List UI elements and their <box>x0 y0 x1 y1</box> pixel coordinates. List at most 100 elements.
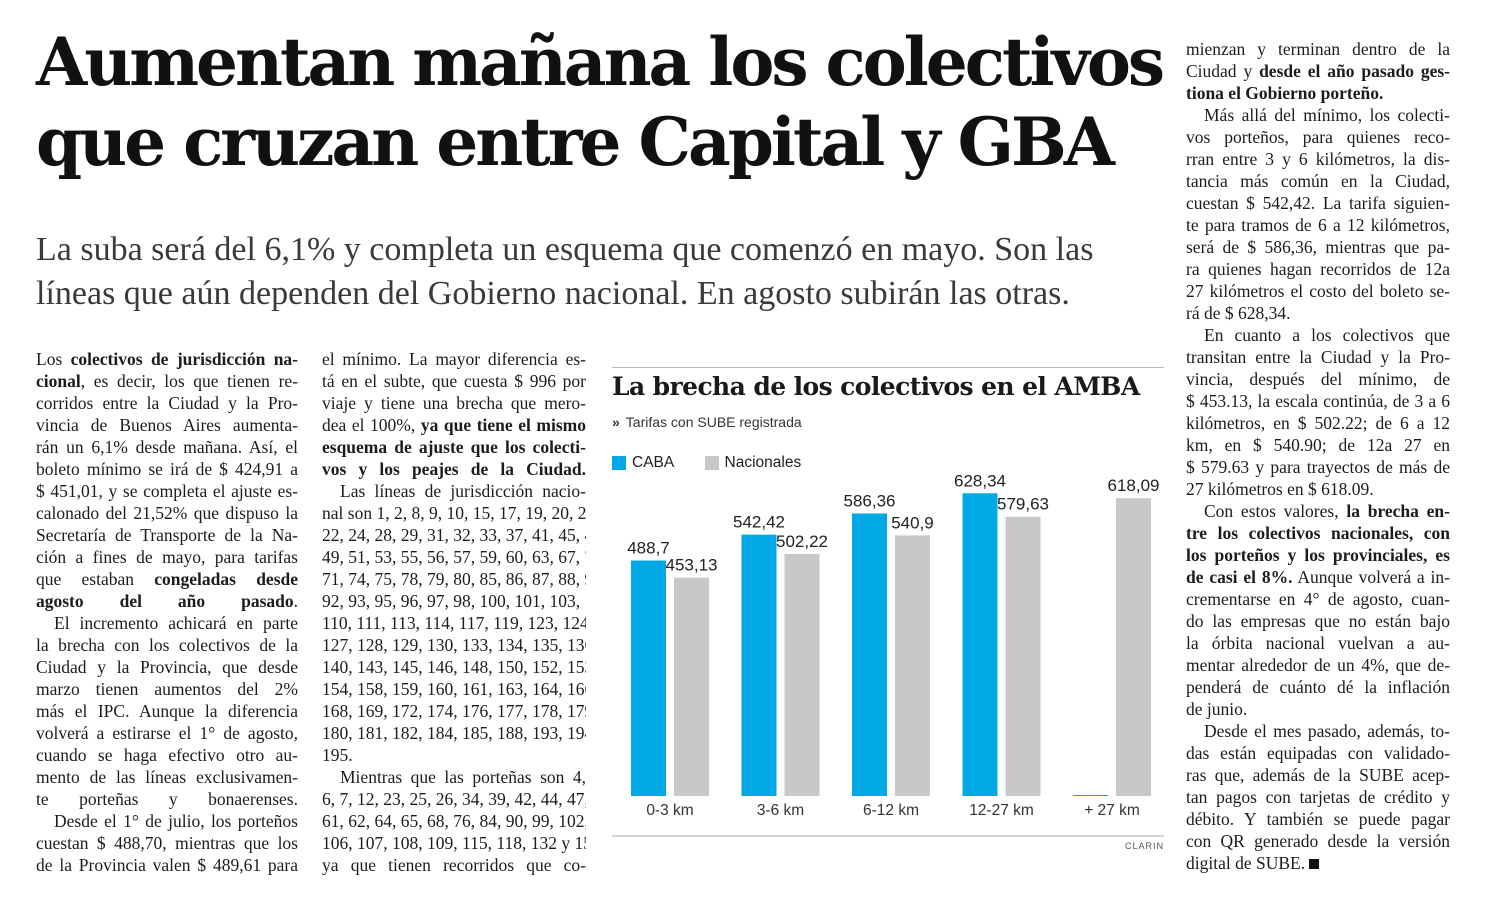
text-line: 61, 62, 64, 65, 68, 76, 84, 90, 99, 102, <box>322 810 586 832</box>
chevron-right-icon: » <box>612 414 620 430</box>
text-line: 22, 24, 28, 29, 31, 32, 33, 37, 41, 45, … <box>322 524 586 546</box>
text-line: te porteñas y bonaerenses. <box>36 788 298 810</box>
text-run: km, en $ 540.90; de 12a 27 en <box>1186 435 1450 455</box>
text-line: rán un 6,1% desde mañana. Así, el <box>36 436 298 458</box>
text-line: con QR generado desde la versión <box>1186 830 1450 852</box>
chart-legend: CABA Nacionales <box>612 454 827 475</box>
text-line: kilómetros, en $ 502.22; de 6 a 12 <box>1186 412 1450 434</box>
x-tick-label: 12-27 km <box>969 802 1034 819</box>
legend-label-nacionales: Nacionales <box>724 454 802 471</box>
text-run: Más allá del mínimo, los colecti- <box>1204 105 1450 125</box>
text-line: marzo tienen aumentos del 2% <box>36 678 298 700</box>
text-line: do las empresas que no están bajo <box>1186 610 1450 632</box>
text-run: 71, 74, 75, 78, 79, 80, 85, 86, 87, 88, … <box>322 569 586 589</box>
text-line: débito. Y también se puede pagar <box>1186 808 1450 830</box>
text-line: ción a fines de mayo, para tarifas <box>36 546 298 568</box>
legend-item-nacionales: Nacionales <box>704 454 802 472</box>
text-line: das están equipadas con validado- <box>1186 742 1450 764</box>
text-run: tancia más común en la Ciudad, <box>1186 171 1450 191</box>
text-line: vincia, después del mínimo, de <box>1186 368 1450 390</box>
text-run: 140, 143, 145, 146, 148, 150, 152, 153, <box>322 657 586 677</box>
text-line: de junio. <box>1186 698 1450 720</box>
bar-caba-2 <box>852 513 887 796</box>
text-run: 168, 169, 172, 174, 176, 177, 178, 179, <box>322 701 586 721</box>
article-column-3: mienzan y terminan dentro de la Ciudad y … <box>1186 38 1450 874</box>
text-line: ra quienes hagan recorridos de 12a <box>1186 258 1450 280</box>
x-tick-label: 0-3 km <box>646 802 693 819</box>
text-run: nal son 1, 2, 8, 9, 10, 15, 17, 19, 20, … <box>322 503 586 523</box>
text-run: cuestan $ 542,42. La tarifa siguien- <box>1186 193 1450 213</box>
chart-credit: CLARIN <box>1124 841 1164 851</box>
text-line: $ 453.13, la escala continúa, de 3 a 6 <box>1186 390 1450 412</box>
text-run: Desde el 1° de julio, los porteños <box>54 811 298 831</box>
text-line: Secretaría de Transporte de la Na- <box>36 524 298 546</box>
text-line: 154, 158, 159, 160, 161, 163, 164, 166, <box>322 678 586 700</box>
text-run: mienzan y terminan dentro de la <box>1186 39 1450 59</box>
text-line: será de $ 586,36, mientras que pa- <box>1186 236 1450 258</box>
text-line: $ 451,01, y se completa el ajuste es- <box>36 480 298 502</box>
text-run: calonado del 21,52% que dispuso la <box>36 503 298 523</box>
text-line: mentar alrededor de un 4%, que de- <box>1186 654 1450 676</box>
text-line: 180, 181, 182, 184, 185, 188, 193, 194, <box>322 722 586 744</box>
text-line: penderá de cuánto dé la inflación <box>1186 676 1450 698</box>
text-line: digital de SUBE. <box>1186 852 1450 874</box>
text-line: los porteños y los provinciales, es <box>1186 544 1450 566</box>
subheadline: La suba será del 6,1% y completa un esqu… <box>36 228 1166 316</box>
text-run: Ciudad y la Provincia, que desde <box>36 657 298 677</box>
text-line: Más allá del mínimo, los colecti- <box>1186 104 1450 126</box>
text-run: corridos entre la Ciudad y la Pro- <box>36 393 298 413</box>
text-line: de la Provincia valen $ 489,61 para <box>36 854 298 876</box>
text-line: Las líneas de jurisdicción nacio- <box>322 480 586 502</box>
text-line: 140, 143, 145, 146, 148, 150, 152, 153, <box>322 656 586 678</box>
text-line: Ciudad y desde el año pasado ges- <box>1186 60 1450 82</box>
x-tick-label: + 27 km <box>1084 802 1140 819</box>
text-run: rá de $ 628,34. <box>1186 303 1291 323</box>
chart-top-rule <box>612 367 1164 368</box>
data-label: 628,34 <box>954 471 1006 490</box>
text-line: 6, 7, 12, 23, 25, 26, 34, 39, 42, 44, 47… <box>322 788 586 810</box>
text-line: Con estos valores, la brecha en- <box>1186 500 1450 522</box>
bar-caba-1 <box>741 534 777 796</box>
legend-label-caba: CABA <box>632 454 675 471</box>
text-line: mento de las líneas exclusivamen- <box>36 766 298 788</box>
text-run: de junio. <box>1186 699 1248 719</box>
text-run: de la Provincia valen $ 489,61 para <box>36 855 298 875</box>
text-run: das están equipadas con validado- <box>1186 743 1450 763</box>
text-run: Con estos valores, <box>1204 501 1347 521</box>
text-line: 106, 107, 108, 109, 115, 118, 132 y 151, <box>322 832 586 854</box>
bold-text: de casi el 8%. <box>1186 567 1293 587</box>
text-run: penderá de cuánto dé la inflación <box>1186 677 1450 697</box>
text-run: dea el 100%, <box>322 415 421 435</box>
chart-subtitle: » Tarifas con SUBE registrada <box>612 414 802 430</box>
text-run: 110, 111, 113, 114, 117, 119, 123, 124, … <box>322 613 586 633</box>
text-line: tan pagos con tarjetas de crédito y <box>1186 786 1450 808</box>
text-run: 127, 128, 129, 130, 133, 134, 135, 136, <box>322 635 586 655</box>
text-line: vos porteños, para quienes reco- <box>1186 126 1450 148</box>
text-line: Mientras que las porteñas son 4, <box>322 766 586 788</box>
text-run: 195. <box>322 745 353 765</box>
text-run: $ 451,01, y se completa el ajuste es- <box>36 481 298 501</box>
text-run: marzo tienen aumentos del 2% <box>36 679 298 699</box>
text-run: 106, 107, 108, 109, 115, 118, 132 y 151, <box>322 833 586 853</box>
bar-nacionales-3 <box>1005 516 1041 796</box>
text-line: de casi el 8%. Aunque volverá a in- <box>1186 566 1450 588</box>
end-mark-icon <box>1309 859 1320 869</box>
text-line: la brecha con los colectivos de la <box>36 634 298 656</box>
text-line: km, en $ 540.90; de 12a 27 en <box>1186 434 1450 456</box>
text-line: más el IPC. Aunque la diferencia <box>36 700 298 722</box>
text-line: que estaban congeladas desde <box>36 568 298 590</box>
data-label: 540,9 <box>891 513 934 532</box>
text-line: transitan entre la Ciudad y la Pro- <box>1186 346 1450 368</box>
legend-swatch-caba <box>612 456 626 470</box>
text-line: 27 kilómetros el costo del boleto se- <box>1186 280 1450 302</box>
bold-text: tiona el Gobierno porteño. <box>1186 83 1384 103</box>
text-run: crementarse en 4° de agosto, cuan- <box>1186 589 1450 609</box>
text-run: 61, 62, 64, 65, 68, 76, 84, 90, 99, 102, <box>322 811 586 831</box>
text-run: ra quienes hagan recorridos de 12a <box>1186 259 1450 279</box>
text-run: viaje y tiene una brecha que mero- <box>322 393 586 413</box>
bar-nacionales-2 <box>895 535 930 796</box>
text-run: 49, 51, 53, 55, 56, 57, 59, 60, 63, 67, … <box>322 547 586 567</box>
text-line: $ 579.63 y para trayectos de más de <box>1186 456 1450 478</box>
text-line: crementarse en 4° de agosto, cuan- <box>1186 588 1450 610</box>
